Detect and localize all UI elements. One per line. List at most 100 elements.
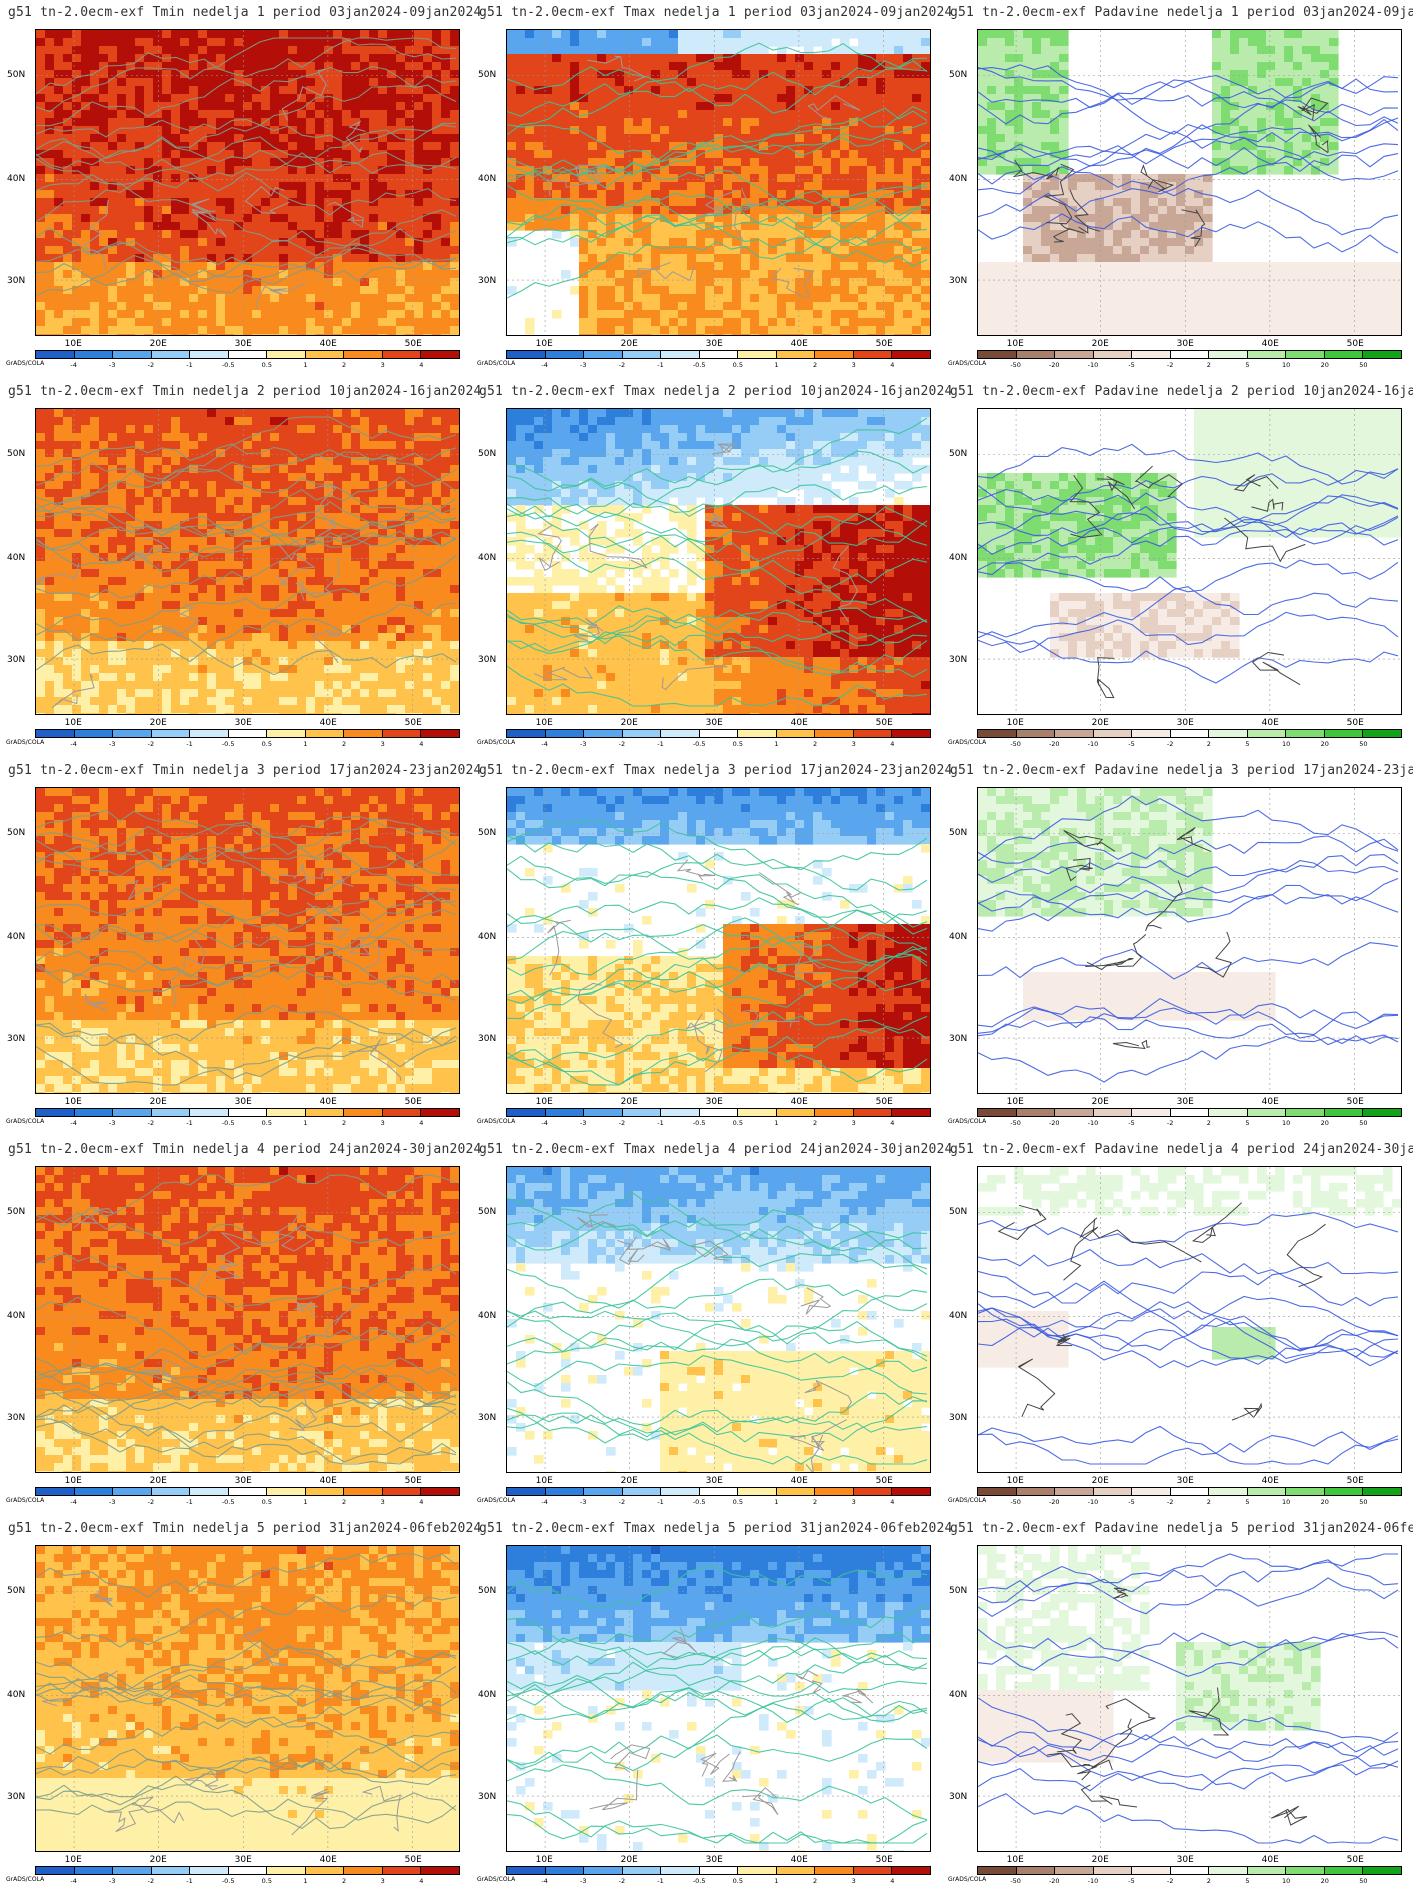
color-bar-swatch	[382, 1867, 422, 1874]
grads-brand-label: GrADS/COLA	[948, 1118, 986, 1125]
lon-tick-label: 20E	[621, 1097, 638, 1107]
lon-tick-label: 40E	[320, 339, 337, 349]
color-bar	[977, 1487, 1402, 1496]
color-bar-tick-label: -20	[1049, 1498, 1060, 1506]
color-bar-tick-label: -4	[70, 1119, 76, 1127]
lon-tick-label: 20E	[150, 1097, 167, 1107]
panel-title: g51 tn-2.0ecm-exf Padavine nedelja 5 per…	[950, 1521, 1413, 1536]
lon-tick-label: 10E	[1007, 1097, 1024, 1107]
color-bar-tick-label: 2	[342, 1877, 346, 1885]
lat-tick-label: 30N	[478, 655, 496, 665]
color-bar-tick-label: -3	[109, 1498, 115, 1506]
lat-tick-label: 50N	[949, 1586, 967, 1596]
lon-tick-label: 50E	[876, 339, 893, 349]
color-bar-swatch	[1016, 1867, 1056, 1874]
color-bar-swatch	[113, 1488, 152, 1495]
lon-tick-label: 30E	[235, 1097, 252, 1107]
lat-tick-label: 50N	[478, 828, 496, 838]
color-bar-swatch	[151, 1488, 191, 1495]
forecast-panel: g51 tn-2.0ecm-exf Tmin nedelja 4 period …	[0, 1137, 481, 1516]
color-bar-tick-label: 20	[1321, 740, 1329, 748]
color-bar-swatch	[151, 1867, 191, 1874]
lon-tick-label: 20E	[150, 718, 167, 728]
lon-tick-label: 10E	[1007, 1476, 1024, 1486]
color-bar-swatch	[151, 351, 191, 358]
color-bar-swatch	[1209, 730, 1248, 737]
color-bar-swatch	[699, 351, 739, 358]
grads-brand-label: GrADS/COLA	[6, 360, 44, 367]
forecast-panel: g51 tn-2.0ecm-exf Tmax nedelja 3 period …	[471, 758, 952, 1137]
color-bar-tick-label: -2	[619, 740, 625, 748]
panel-title: g51 tn-2.0ecm-exf Tmin nedelja 1 period …	[8, 5, 482, 20]
grads-brand-label: GrADS/COLA	[477, 1497, 515, 1504]
color-bar-tick-label: 0.5	[733, 1119, 743, 1127]
color-bar-tick-label: 2	[1207, 1877, 1211, 1885]
color-bar-tick-label: -1	[186, 1498, 192, 1506]
color-bar-swatch	[190, 1488, 229, 1495]
map-field	[507, 788, 930, 1093]
color-bar-swatch	[267, 730, 306, 737]
color-bar-tick-label: 2	[813, 1498, 817, 1506]
map-field	[507, 1546, 930, 1851]
panel-title: g51 tn-2.0ecm-exf Tmin nedelja 5 period …	[8, 1521, 482, 1536]
color-bar-tick-label: -4	[541, 1498, 547, 1506]
color-bar-swatch	[622, 1109, 662, 1116]
color-bar-swatch	[382, 351, 422, 358]
color-bar-swatch	[344, 1867, 383, 1874]
color-bar-swatch	[1170, 1109, 1210, 1116]
color-bar-tick-label: 50	[1359, 1119, 1367, 1127]
color-bar-tick-label: 10	[1282, 1498, 1290, 1506]
color-bar-tick-label: 1	[303, 740, 307, 748]
color-bar-swatch	[1324, 1109, 1364, 1116]
color-bar-tick-label: -20	[1049, 1877, 1060, 1885]
lon-tick-label: 10E	[65, 1097, 82, 1107]
map-plot	[506, 408, 931, 715]
color-bar-tick-label: -3	[109, 1119, 115, 1127]
color-bar-tick-label: -3	[580, 1119, 586, 1127]
color-bar-tick-label: -3	[580, 1498, 586, 1506]
color-bar-tick-label: 5	[1245, 1877, 1249, 1885]
lon-tick-label: 50E	[1347, 1476, 1364, 1486]
color-bar-tick-label: 10	[1282, 1119, 1290, 1127]
color-bar-tick-label: 3	[381, 1498, 385, 1506]
color-bar	[35, 1866, 460, 1875]
color-bar-swatch	[228, 1488, 268, 1495]
color-bar-tick-label: -4	[70, 1877, 76, 1885]
color-bar-swatch	[344, 1488, 383, 1495]
map-field	[36, 30, 459, 335]
map-field	[978, 409, 1401, 714]
lat-tick-label: 50N	[7, 828, 25, 838]
color-bar-swatch	[584, 1109, 623, 1116]
map-plot	[977, 1545, 1402, 1852]
color-bar-swatch	[815, 1867, 854, 1874]
color-bar-tick-label: 0.5	[733, 361, 743, 369]
color-bar-swatch	[1016, 351, 1056, 358]
color-bar-tick-label: -1	[186, 1877, 192, 1885]
color-bar-tick-label: -1	[657, 1498, 663, 1506]
color-bar-swatch	[1132, 1867, 1171, 1874]
color-bar-swatch	[36, 351, 75, 358]
color-bar-swatch	[1209, 1867, 1248, 1874]
lon-tick-label: 10E	[65, 1476, 82, 1486]
color-bar-tick-label: -2	[619, 1877, 625, 1885]
color-bar-tick-label: 3	[381, 1119, 385, 1127]
color-bar-swatch	[978, 1867, 1017, 1874]
color-bar-swatch	[36, 1867, 75, 1874]
color-bar-swatch	[1286, 1867, 1325, 1874]
color-bar-tick-label: -5	[1128, 1498, 1134, 1506]
color-bar-swatch	[661, 1109, 700, 1116]
lat-tick-label: 40N	[7, 932, 25, 942]
color-bar-tick-label: -1	[186, 1119, 192, 1127]
forecast-panel: g51 tn-2.0ecm-exf Tmax nedelja 4 period …	[471, 1137, 952, 1516]
color-bar-swatch	[699, 1488, 739, 1495]
color-bar-tick-label: 4	[419, 1498, 423, 1506]
forecast-panel: g51 tn-2.0ecm-exf Tmax nedelja 2 period …	[471, 379, 952, 758]
color-bar	[35, 729, 460, 738]
color-bar-tick-label: 2	[1207, 1498, 1211, 1506]
color-bar-swatch	[507, 1109, 546, 1116]
lon-tick-label: 30E	[235, 1855, 252, 1865]
map-field	[507, 30, 930, 335]
color-bar-tick-label: 3	[381, 1877, 385, 1885]
color-bar-swatch	[507, 351, 546, 358]
color-bar-swatch	[228, 351, 268, 358]
